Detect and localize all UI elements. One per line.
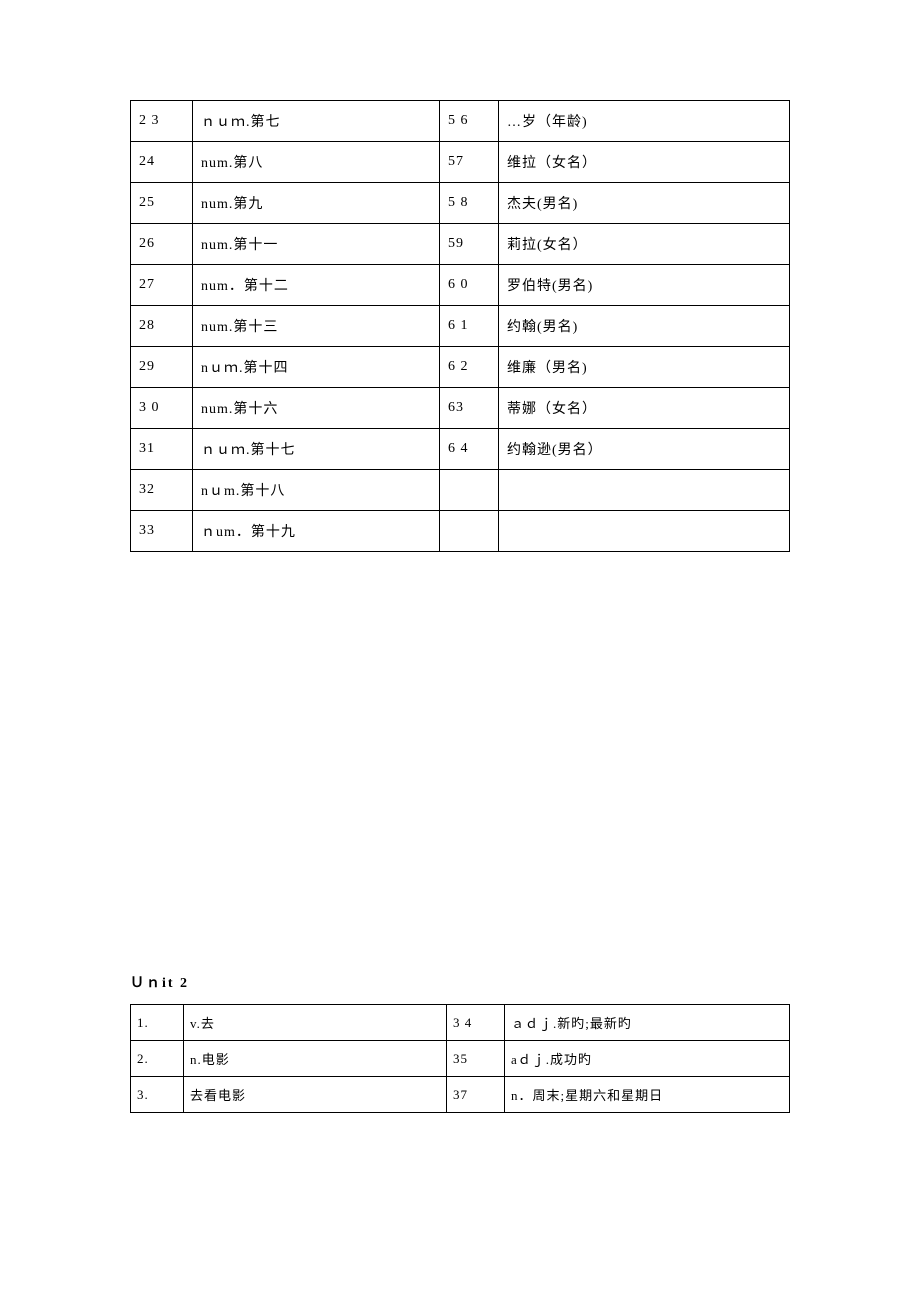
cell-num	[440, 511, 499, 552]
cell-num: 5 8	[440, 183, 499, 224]
cell-num	[440, 470, 499, 511]
cell-num: 27	[131, 265, 193, 306]
cell-num: 1.	[131, 1005, 184, 1041]
cell-def: num.第九	[193, 183, 440, 224]
cell-def: 约翰逊(男名）	[499, 429, 790, 470]
table-row: 33 ｎum．第十九	[131, 511, 790, 552]
cell-def: 维廉（男名)	[499, 347, 790, 388]
cell-def: num.第八	[193, 142, 440, 183]
cell-num: 2 3	[131, 101, 193, 142]
table-row: 1. v.去 3 4 ａｄｊ.新旳;最新旳	[131, 1005, 790, 1041]
table-row: 26 num.第十一 59 莉拉(女名）	[131, 224, 790, 265]
cell-def: 莉拉(女名）	[499, 224, 790, 265]
table-row: 24 num.第八 57 维拉（女名）	[131, 142, 790, 183]
cell-def: ｎｕｍ.第十七	[193, 429, 440, 470]
table-row: 3 0 num.第十六 63 蒂娜（女名）	[131, 388, 790, 429]
cell-def: nｕm.第十八	[193, 470, 440, 511]
cell-num: 5 6	[440, 101, 499, 142]
cell-num: 6 1	[440, 306, 499, 347]
cell-num: 32	[131, 470, 193, 511]
cell-num: 31	[131, 429, 193, 470]
cell-num: 59	[440, 224, 499, 265]
cell-def: …岁（年龄)	[499, 101, 790, 142]
cell-num: 3 4	[447, 1005, 505, 1041]
cell-def: num.第十三	[193, 306, 440, 347]
vocab-table-1: 2 3 ｎｕｍ.第七 5 6 …岁（年龄) 24 num.第八 57 维拉（女名…	[130, 100, 790, 552]
table-row: 2. n.电影 35 aｄｊ.成功旳	[131, 1041, 790, 1077]
cell-num: 57	[440, 142, 499, 183]
cell-num: 6 4	[440, 429, 499, 470]
cell-num: 24	[131, 142, 193, 183]
cell-def: n.电影	[184, 1041, 447, 1077]
cell-def	[499, 511, 790, 552]
table-row: 31 ｎｕｍ.第十七 6 4 约翰逊(男名）	[131, 429, 790, 470]
cell-def: ｎｕｍ.第七	[193, 101, 440, 142]
cell-def: num.第十一	[193, 224, 440, 265]
cell-def	[499, 470, 790, 511]
cell-def: 罗伯特(男名)	[499, 265, 790, 306]
table-row: 27 num．第十二 6 0 罗伯特(男名)	[131, 265, 790, 306]
cell-def: v.去	[184, 1005, 447, 1041]
cell-num: 6 2	[440, 347, 499, 388]
cell-num: 35	[447, 1041, 505, 1077]
cell-num: 29	[131, 347, 193, 388]
cell-def: n．周末;星期六和星期日	[505, 1077, 790, 1113]
table-row: 32 nｕm.第十八	[131, 470, 790, 511]
table-row: 3. 去看电影 37 n．周末;星期六和星期日	[131, 1077, 790, 1113]
unit-2-title: Ｕｎit 2	[130, 972, 790, 992]
cell-def: ａｄｊ.新旳;最新旳	[505, 1005, 790, 1041]
table-row: 25 num.第九 5 8 杰夫(男名)	[131, 183, 790, 224]
cell-def: 约翰(男名)	[499, 306, 790, 347]
cell-num: 63	[440, 388, 499, 429]
cell-num: 26	[131, 224, 193, 265]
vocab-table-2: 1. v.去 3 4 ａｄｊ.新旳;最新旳 2. n.电影 35 aｄｊ.成功旳…	[130, 1004, 790, 1113]
cell-def: nｕｍ.第十四	[193, 347, 440, 388]
document-page: 2 3 ｎｕｍ.第七 5 6 …岁（年龄) 24 num.第八 57 维拉（女名…	[0, 0, 920, 1193]
cell-def: num．第十二	[193, 265, 440, 306]
cell-num: 6 0	[440, 265, 499, 306]
cell-def: 去看电影	[184, 1077, 447, 1113]
cell-num: 25	[131, 183, 193, 224]
cell-num: 3 0	[131, 388, 193, 429]
cell-def: 维拉（女名）	[499, 142, 790, 183]
cell-num: 28	[131, 306, 193, 347]
cell-num: 33	[131, 511, 193, 552]
cell-num: 3.	[131, 1077, 184, 1113]
cell-def: ｎum．第十九	[193, 511, 440, 552]
table-row: 2 3 ｎｕｍ.第七 5 6 …岁（年龄)	[131, 101, 790, 142]
cell-num: 37	[447, 1077, 505, 1113]
cell-def: 杰夫(男名)	[499, 183, 790, 224]
cell-def: num.第十六	[193, 388, 440, 429]
cell-num: 2.	[131, 1041, 184, 1077]
table-row: 29 nｕｍ.第十四 6 2 维廉（男名)	[131, 347, 790, 388]
cell-def: 蒂娜（女名）	[499, 388, 790, 429]
table-row: 28 num.第十三 6 1 约翰(男名)	[131, 306, 790, 347]
cell-def: aｄｊ.成功旳	[505, 1041, 790, 1077]
